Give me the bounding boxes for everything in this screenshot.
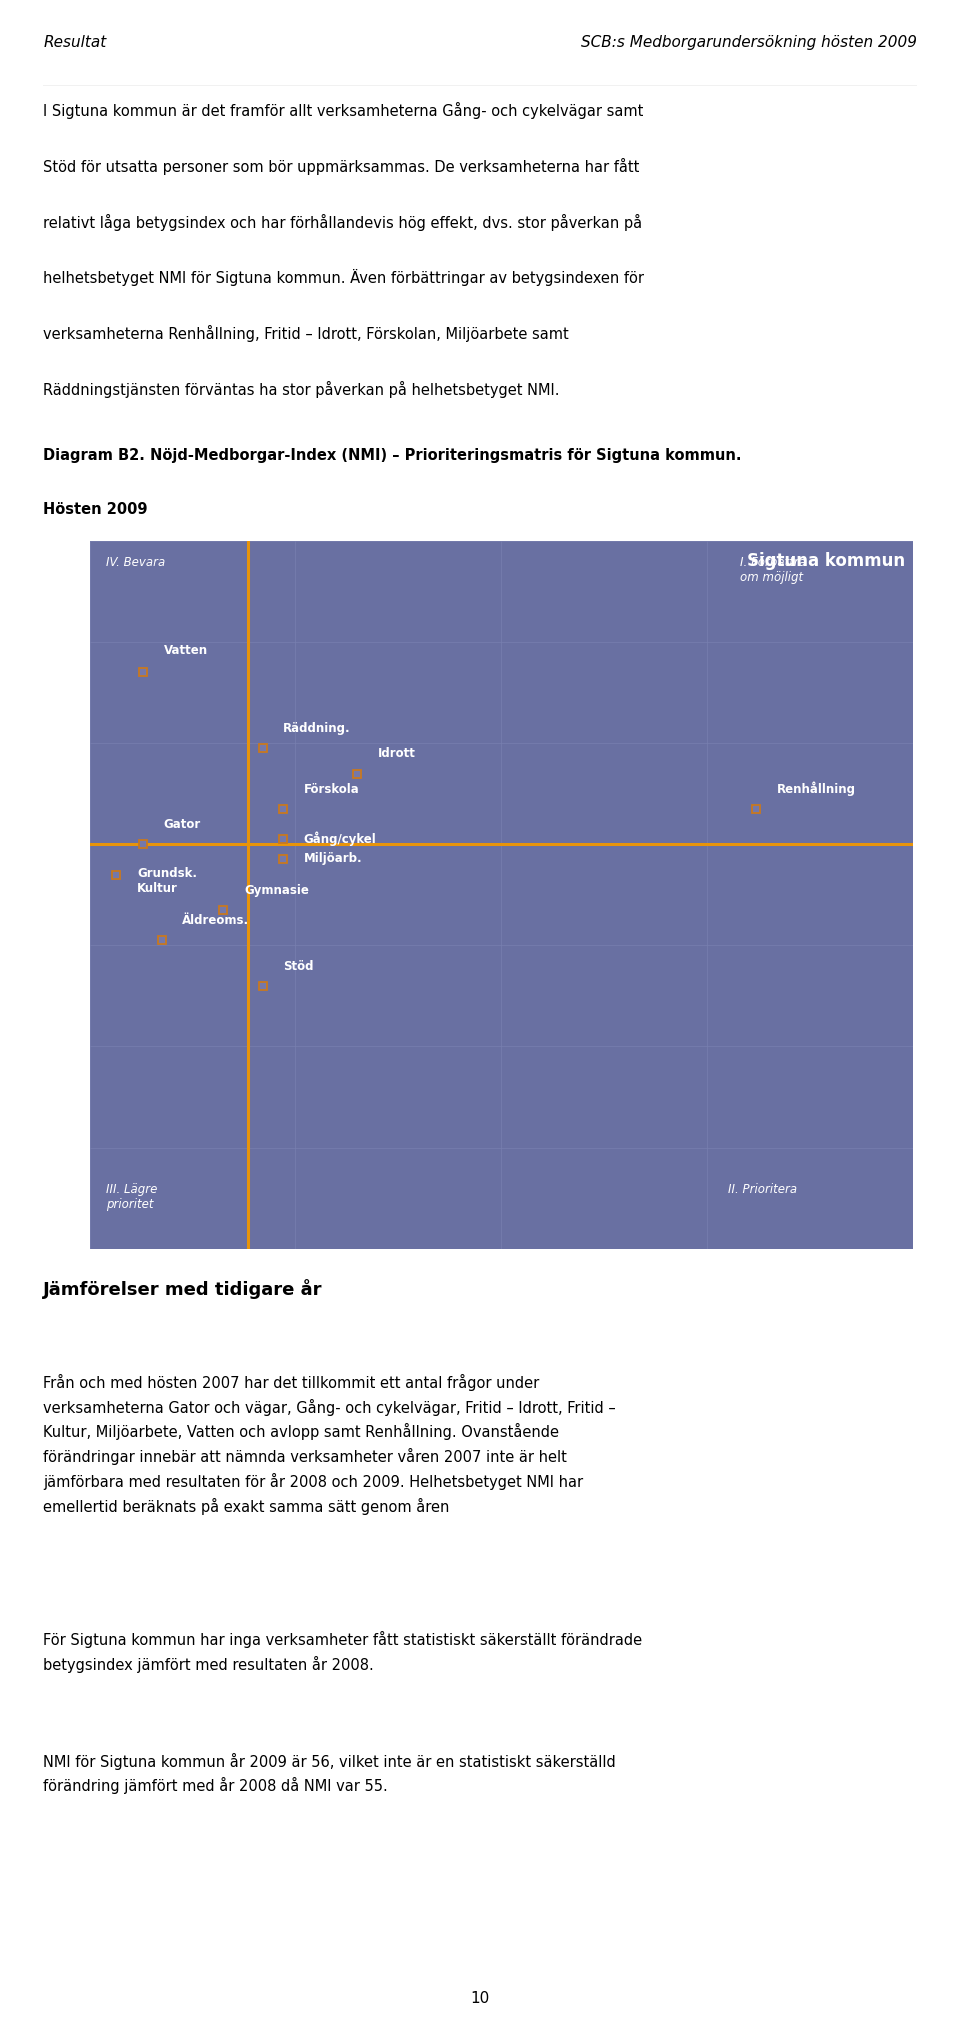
Text: helhetsbetyget NMI för Sigtuna kommun. Även förbättringar av betygsindexen för: helhetsbetyget NMI för Sigtuna kommun. Ä… <box>43 269 644 287</box>
Text: Förskola: Förskola <box>303 782 359 796</box>
Text: Gator: Gator <box>164 819 201 831</box>
Text: Idrott: Idrott <box>378 748 416 760</box>
Text: NMI för Sigtuna kommun år 2009 är 56, vilket inte är en statistiskt säkerställd
: NMI för Sigtuna kommun år 2009 är 56, vi… <box>43 1752 616 1795</box>
Text: I Sigtuna kommun är det framför allt verksamheterna Gång- och cykelvägar samt: I Sigtuna kommun är det framför allt ver… <box>43 102 643 118</box>
Text: I. Förbättra
om möjligt: I. Förbättra om möjligt <box>740 556 806 585</box>
Text: Räddning.: Räddning. <box>283 723 350 735</box>
Text: Grundsk.
Kultur: Grundsk. Kultur <box>137 868 197 894</box>
Text: Sigtuna kommun: Sigtuna kommun <box>747 552 904 570</box>
Text: Gång/cykel: Gång/cykel <box>303 831 376 845</box>
Text: Hösten 2009: Hösten 2009 <box>43 501 148 517</box>
Text: relativt låga betygsindex och har förhållandevis hög effekt, dvs. stor påverkan : relativt låga betygsindex och har förhål… <box>43 214 642 230</box>
Text: Diagram B2. Nöjd-Medborgar-Index (NMI) – Prioriteringsmatris för Sigtuna kommun.: Diagram B2. Nöjd-Medborgar-Index (NMI) –… <box>43 448 742 462</box>
Text: II. Prioritera: II. Prioritera <box>728 1183 797 1196</box>
Text: Resultat: Resultat <box>43 35 107 49</box>
Text: Stöd: Stöd <box>283 959 314 974</box>
Text: Renhållning: Renhållning <box>777 782 856 796</box>
Text: Från och med hösten 2007 har det tillkommit ett antal frågor under
verksamhetern: Från och med hösten 2007 har det tillkom… <box>43 1373 616 1516</box>
Text: Stöd för utsatta personer som bör uppmärksammas. De verksamheterna har fått: Stöd för utsatta personer som bör uppmär… <box>43 157 639 175</box>
Text: Räddningstjänsten förväntas ha stor påverkan på helhetsbetyget NMI.: Räddningstjänsten förväntas ha stor påve… <box>43 381 560 397</box>
Text: Jämförelser med tidigare år: Jämförelser med tidigare år <box>43 1279 323 1300</box>
Text: verksamheterna Renhållning, Fritid – Idrott, Förskolan, Miljöarbete samt: verksamheterna Renhållning, Fritid – Idr… <box>43 326 569 342</box>
Text: 10: 10 <box>470 1990 490 2006</box>
Text: Betygsindex: Betygsindex <box>47 556 144 570</box>
Text: Äldreoms.: Äldreoms. <box>182 915 250 927</box>
Text: IV. Bevara: IV. Bevara <box>107 556 165 568</box>
Text: SCB:s Medborgarundersökning hösten 2009: SCB:s Medborgarundersökning hösten 2009 <box>581 35 917 49</box>
Text: För Sigtuna kommun har inga verksamheter fått statistiskt säkerställt förändrade: För Sigtuna kommun har inga verksamheter… <box>43 1632 642 1672</box>
Text: III. Lägre
prioritet: III. Lägre prioritet <box>107 1183 157 1210</box>
X-axis label: Effekt: Effekt <box>476 1273 526 1287</box>
Text: Vatten: Vatten <box>164 644 208 658</box>
Text: Gymnasie: Gymnasie <box>244 884 309 896</box>
Text: Miljöarb.: Miljöarb. <box>303 851 362 864</box>
